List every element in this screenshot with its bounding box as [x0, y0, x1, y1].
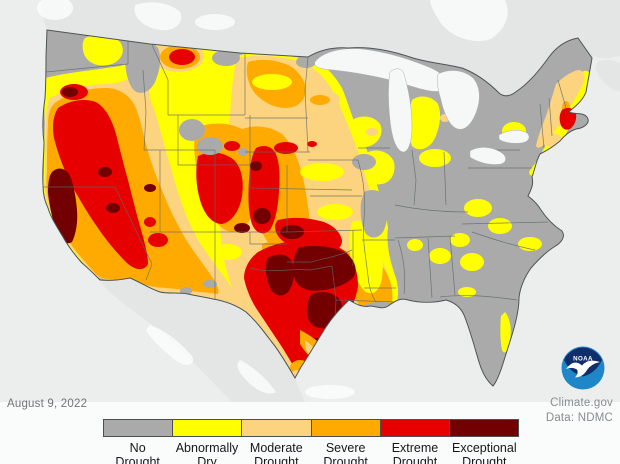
attribution-source: Climate.gov	[550, 397, 613, 409]
maritime-canada	[595, 59, 620, 92]
legend-swatch-severe-drought	[311, 419, 381, 437]
legend-swatch-moderate-drought	[242, 419, 312, 437]
great-lakes	[314, 48, 530, 165]
legend-label-no-drought: No Drought	[115, 441, 160, 464]
legend-label-severe-drought: Severe Drought	[323, 441, 368, 464]
lake-michigan	[388, 68, 413, 153]
legend-swatch-no-drought	[103, 419, 174, 437]
attribution-data: Data: NDMC	[545, 411, 613, 424]
legend-label-abnormally-dry: Abnormally Dry	[175, 441, 239, 464]
noaa-logo[interactable]: NOAA	[560, 345, 606, 391]
lake-erie	[469, 147, 506, 165]
attribution: Climate.gov Data: NDMC	[546, 396, 613, 426]
neighbor-landmasses	[37, 0, 620, 399]
legend-swatch-abnormally-dry	[173, 419, 243, 437]
legend-label-moderate-drought: Moderate Drought	[249, 441, 303, 464]
drought-legend: No Drought Abnormally Dry Moderate Droug…	[103, 419, 520, 464]
state-borders	[42, 34, 567, 341]
legend-swatch-exceptional-drought	[449, 419, 520, 437]
map-date: August 9, 2022	[7, 398, 88, 410]
us-drought-map	[0, 0, 620, 402]
legend-color-bar	[103, 419, 520, 437]
no-drought-patches	[125, 40, 407, 338]
legend-label-extreme-drought: Extreme Drought	[391, 441, 439, 464]
lake-ontario	[498, 130, 530, 144]
terrain-highlights	[37, 0, 508, 399]
noaa-logo-bird-icon	[566, 360, 600, 378]
legend-label-exceptional-drought: Exceptional Drought	[451, 441, 517, 464]
lake-huron	[436, 70, 480, 130]
noaa-logo-text: NOAA	[573, 356, 593, 363]
noaa-logo-kite	[564, 347, 602, 377]
noaa-logo-graphic: NOAA	[561, 346, 605, 390]
legend-swatch-extreme-drought	[380, 419, 450, 437]
legend-labels: No Drought Abnormally Dry Moderate Droug…	[103, 441, 519, 464]
